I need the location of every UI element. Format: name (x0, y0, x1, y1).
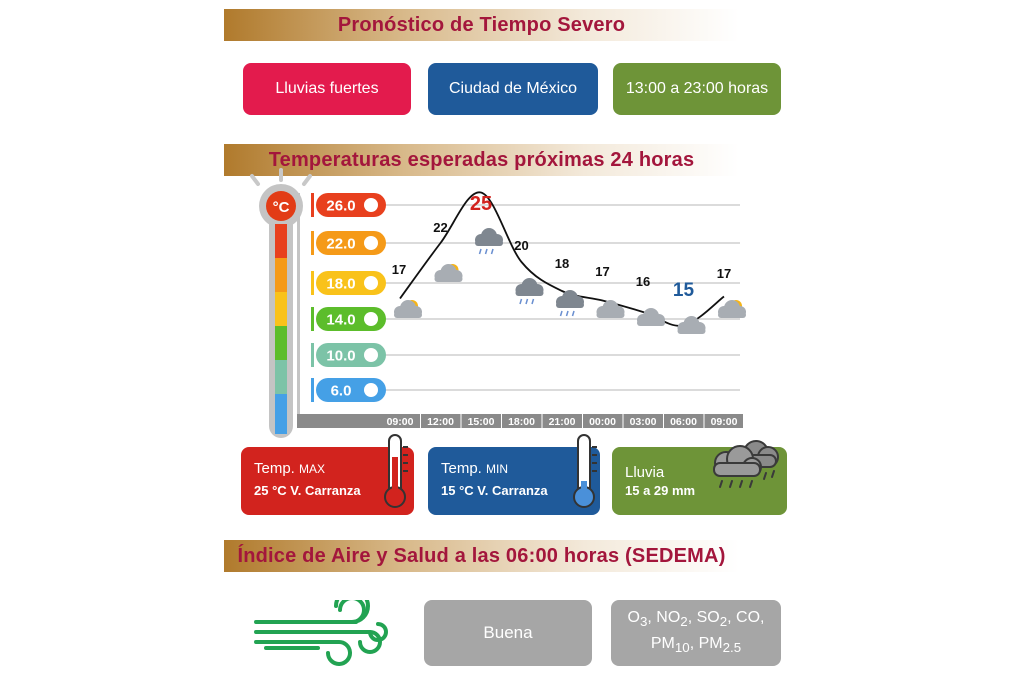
pollutants-card: O3, NO2, SO2, CO, PM10, PM2.5 (611, 600, 781, 666)
x-tick-label: 06:00 (670, 416, 697, 428)
time-axis (297, 414, 743, 428)
cloud-icon (596, 300, 625, 318)
air-quality-value: Buena (483, 623, 533, 642)
scale-label: 22.0 (326, 236, 355, 253)
scale-dot (364, 276, 378, 290)
value-labels: 17 22 25 20 18 17 16 15 17 (392, 193, 731, 301)
title-band: Pronóstico de Tiempo Severo (224, 9, 739, 41)
rain-cloud-icon (556, 290, 584, 317)
scale-label: 18.0 (326, 276, 355, 293)
x-tick-label: 12:00 (427, 416, 454, 428)
value-label: 25 (470, 193, 492, 215)
schedule-label: 13:00 a 23:00 horas (625, 80, 769, 97)
schedule-chip: 13:00 a 23:00 horas (613, 63, 781, 115)
thermo-segment (275, 394, 287, 434)
thermometer-cold-icon (573, 434, 597, 508)
partly-cloudy-icon (718, 300, 746, 318)
cloud-icon (677, 316, 706, 334)
scale-tick (311, 193, 314, 217)
scale-dot (364, 198, 378, 212)
x-ticks: 09:00 12:00 15:00 18:00 21:00 00:00 03:00 06:00… (387, 414, 738, 428)
temps-band: Temperaturas esperadas próximas 24 horas (224, 144, 739, 176)
temperature-line (399, 191, 725, 327)
pollutants-line-2: PM10, PM2.5 (650, 635, 742, 656)
thermometer-hot-icon (384, 434, 408, 508)
scale-dot (364, 312, 378, 326)
max-temp-title: Temp. MAX (254, 460, 326, 477)
value-label: 20 (514, 238, 528, 253)
rain-cloud-icon (475, 228, 503, 255)
thermometer-icon (250, 168, 312, 438)
x-tick-label: 09:00 (711, 416, 738, 428)
page-title: Pronóstico de Tiempo Severo (337, 13, 626, 36)
value-label: 17 (717, 266, 731, 281)
min-temp-title: Temp. MIN (441, 460, 509, 477)
value-label: 15 (673, 280, 695, 301)
thermo-segment (275, 258, 287, 292)
thermo-segment (275, 360, 287, 394)
x-tick-label: 09:00 (387, 416, 414, 428)
scale-tick (311, 343, 314, 367)
max-temp-card: Temp. MAX 25 °C V. Carranza (241, 434, 414, 515)
cloud-icon (637, 308, 665, 326)
scale-dot (364, 348, 378, 362)
rain-title: Lluvia (625, 464, 665, 481)
value-label: 17 (595, 264, 609, 279)
x-tick-label: 00:00 (589, 416, 616, 428)
rain-card: Lluvia 15 a 29 mm (612, 440, 787, 515)
partly-cloudy-icon (394, 300, 422, 318)
x-tick-label: 15:00 (468, 416, 495, 428)
pollutants-line-1: O3, NO2, SO2, CO, (627, 608, 765, 629)
scale-label: 26.0 (326, 198, 355, 215)
value-label: 16 (636, 274, 650, 289)
thermo-segment (275, 326, 287, 360)
air-title: Índice de Aire y Salud a las 06:00 horas… (237, 544, 726, 567)
scale-label: 10.0 (326, 348, 355, 365)
min-temp-card: Temp. MIN 15 °C V. Carranza (428, 434, 600, 515)
location-label: Ciudad de México (448, 80, 578, 97)
min-temp-value: 15 °C V. Carranza (441, 483, 548, 498)
scale-tick (311, 231, 314, 255)
scale-label: 14.0 (326, 312, 355, 329)
air-quality-card: Buena (424, 600, 592, 666)
celsius-unit: °C (273, 199, 290, 216)
value-label: 17 (392, 262, 406, 277)
scale-tick (311, 271, 314, 295)
thermo-segment (275, 224, 287, 258)
temps-title: Temperaturas esperadas próximas 24 horas (268, 148, 695, 171)
scale-label: 6.0 (331, 383, 352, 400)
scale-dot (364, 236, 378, 250)
location-chip: Ciudad de México (428, 63, 598, 115)
thermo-segment (275, 292, 287, 326)
partly-cloudy-icon (434, 264, 463, 282)
wind-icon (254, 600, 388, 666)
scale-labels: 26.0 22.0 18.0 14.0 10.0 6.0 (311, 193, 386, 402)
value-label: 22 (433, 220, 447, 235)
x-tick-label: 18:00 (508, 416, 535, 428)
storm-cloud-icon (713, 440, 779, 488)
x-tick-label: 03:00 (630, 416, 657, 428)
rain-cloud-icon (515, 278, 544, 305)
rain-value: 15 a 29 mm (625, 483, 696, 498)
event-label: Lluvias fuertes (275, 80, 379, 97)
scale-tick (311, 307, 314, 331)
weather-icons (394, 228, 746, 334)
gridlines (386, 204, 740, 391)
scale-tick (311, 378, 314, 402)
scale-dot (364, 383, 378, 397)
value-label: 18 (555, 256, 569, 271)
event-chip: Lluvias fuertes (243, 63, 411, 115)
max-temp-value: 25 °C V. Carranza (254, 483, 361, 498)
air-band: Índice de Aire y Salud a las 06:00 horas… (224, 540, 739, 572)
x-tick-label: 21:00 (549, 416, 576, 428)
